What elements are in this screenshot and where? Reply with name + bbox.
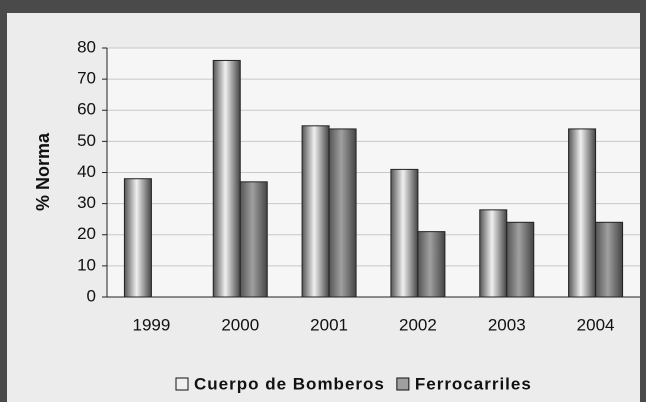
legend-label: Cuerpo de Bomberos [194,374,385,393]
y-tick-label: 30 [77,193,96,212]
x-tick-label: 2000 [221,315,259,334]
legend-swatch [396,377,410,391]
bar [328,128,357,298]
bar [301,125,330,298]
legend-label: Ferrocarriles [415,374,532,393]
x-tick-label: 2001 [310,315,348,334]
bar [390,168,419,298]
bar [239,181,268,298]
y-axis-title: % Norma [33,132,53,211]
y-tick-label: 50 [77,131,96,150]
y-tick-label: 40 [77,162,96,181]
y-tick-label: 80 [77,37,96,56]
x-tick-label: 2003 [488,315,526,334]
y-tick-label: 20 [77,224,96,243]
legend: Cuerpo de Bomberos Ferrocarriles [175,374,532,393]
legend-swatch [175,377,189,391]
y-tick-label: 60 [77,100,96,119]
x-tick-label: 2002 [399,315,437,334]
bar [595,221,624,298]
bar [479,209,508,298]
x-tick-label: 1999 [133,315,171,334]
bar [506,221,535,298]
x-tick-label: 2004 [577,315,615,334]
y-tick-label: 0 [87,286,96,305]
bar [123,178,152,298]
bar [417,231,446,298]
bar [212,59,241,298]
bar [568,128,597,298]
y-tick-label: 10 [77,255,96,274]
y-tick-label: 70 [77,69,96,88]
